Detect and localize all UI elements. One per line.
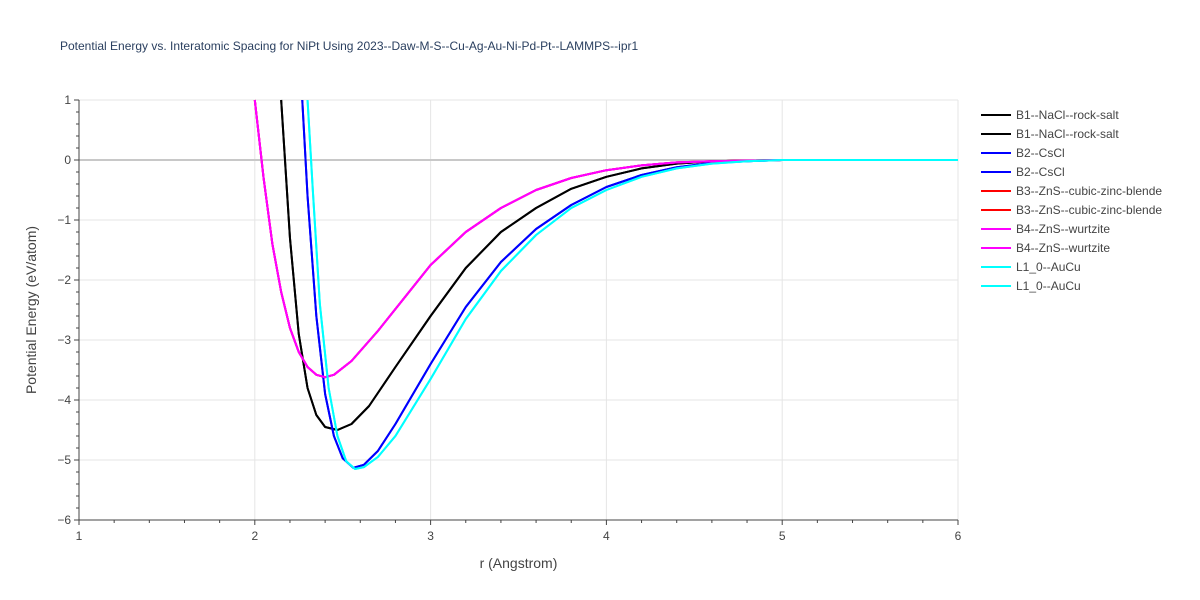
legend-item[interactable]: B1--NaCl--rock-salt: [981, 127, 1119, 141]
legend-label: B1--NaCl--rock-salt: [1016, 127, 1119, 141]
x-tick-label: 2: [251, 529, 258, 543]
legend-label: B1--NaCl--rock-salt: [1016, 108, 1119, 122]
legend: B1--NaCl--rock-salt B1--NaCl--rock-salt B2…: [981, 108, 1162, 293]
legend-item[interactable]: B1--NaCl--rock-salt: [981, 108, 1119, 122]
series-line-9: [306, 99, 958, 470]
y-tick-label: −5: [57, 453, 71, 467]
x-tick-label: 3: [427, 529, 434, 543]
x-tick-label: 6: [955, 529, 962, 543]
x-tick-label: 5: [779, 529, 786, 543]
legend-label: B2--CsCl: [1016, 165, 1065, 179]
legend-label: B4--ZnS--wurtzite: [1016, 222, 1110, 236]
series-line-2: [301, 99, 958, 469]
y-tick-label: −1: [57, 213, 71, 227]
series-line-3: [301, 99, 958, 469]
y-axis-title: Potential Energy (eV/atom): [23, 226, 39, 394]
y-tick-label: 0: [64, 153, 71, 167]
y-tick-label: −6: [57, 513, 71, 527]
grid: [79, 99, 959, 520]
axes: [78, 100, 958, 521]
x-tick-label: 1: [76, 529, 83, 543]
legend-label: B2--CsCl: [1016, 146, 1065, 160]
series-line-1: [280, 99, 958, 431]
series-line-8: [306, 99, 958, 470]
legend-item[interactable]: B2--CsCl: [981, 165, 1065, 179]
legend-item[interactable]: B3--ZnS--cubic-zinc-blende: [981, 203, 1162, 217]
y-tick-label: −2: [57, 273, 71, 287]
series-line-0: [280, 99, 958, 431]
series-line-7: [253, 99, 958, 379]
legend-item[interactable]: L1_0--AuCu: [981, 279, 1081, 293]
legend-label: B4--ZnS--wurtzite: [1016, 241, 1110, 255]
legend-label: L1_0--AuCu: [1016, 260, 1081, 274]
x-axis-title: r (Angstrom): [480, 555, 558, 571]
y-tick-label: −4: [57, 393, 71, 407]
legend-item[interactable]: B3--ZnS--cubic-zinc-blende: [981, 184, 1162, 198]
y-tick-label: −3: [57, 333, 71, 347]
series-group: [253, 99, 958, 470]
y-tick-label: 1: [64, 93, 71, 107]
x-ticks: 1 2 3 4 5 6: [76, 520, 962, 543]
x-tick-label: 4: [603, 529, 610, 543]
legend-item[interactable]: B4--ZnS--wurtzite: [981, 222, 1110, 236]
y-ticks: 1 0 −1 −2 −3 −4 −5 −6: [57, 93, 79, 527]
legend-label: L1_0--AuCu: [1016, 279, 1081, 293]
legend-item[interactable]: L1_0--AuCu: [981, 260, 1081, 274]
legend-item[interactable]: B2--CsCl: [981, 146, 1065, 160]
legend-label: B3--ZnS--cubic-zinc-blende: [1016, 184, 1162, 198]
legend-label: B3--ZnS--cubic-zinc-blende: [1016, 203, 1162, 217]
chart-title: Potential Energy vs. Interatomic Spacing…: [60, 39, 639, 53]
legend-item[interactable]: B4--ZnS--wurtzite: [981, 241, 1110, 255]
